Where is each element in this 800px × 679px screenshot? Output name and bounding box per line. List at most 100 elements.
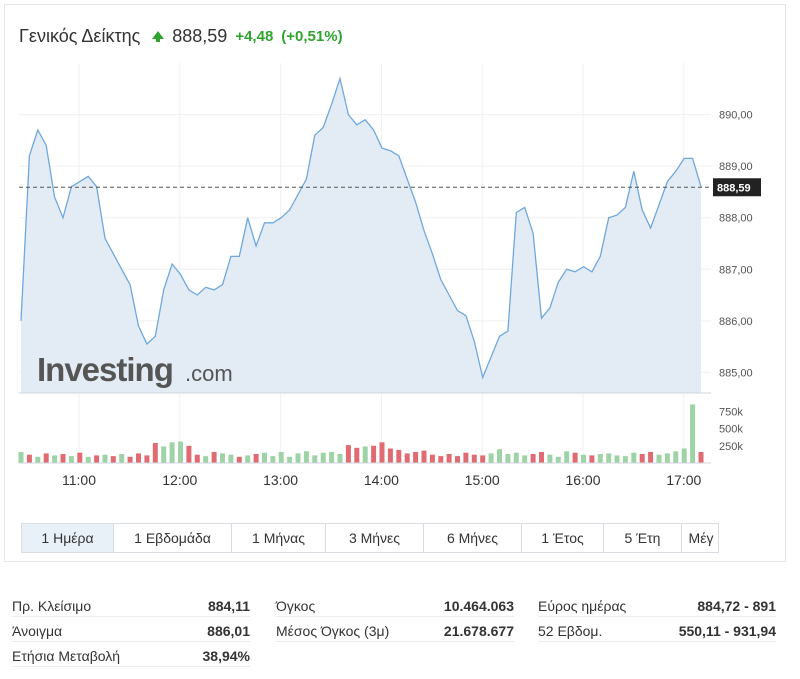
volume-bar [396,449,402,463]
stat-value: 21.678.677 [443,623,514,639]
volume-bar [429,454,435,463]
volume-bar [26,454,32,463]
volume-bar [337,454,343,463]
stats-panel: Πρ. Κλείσιμο 884,11 Άνοιγμα 886,01 Ετήσια Με… [0,594,800,674]
x-tick-label: 17:00 [666,472,701,488]
range-tab-4[interactable]: 3 Μήνες [326,524,424,552]
y-tick-label: 889,00 [719,161,753,173]
y-tick-label: 887,00 [719,264,753,276]
volume-bar [68,456,74,463]
volume-bar [614,455,620,463]
volume-bar [220,453,225,463]
volume-bar [471,454,477,463]
price-change-percent: (+0,51%) [281,27,343,45]
volume-bar [136,453,141,463]
volume-bar [270,456,276,463]
x-tick-label: 12:00 [162,472,197,488]
volume-bar [119,454,125,463]
volume-bar [287,456,293,463]
volume-bar [228,454,234,463]
volume-bar [127,456,133,463]
x-tick-label: 15:00 [465,472,500,488]
price-series-line [20,76,702,380]
volume-bar [194,454,200,463]
volume-bar [161,446,167,463]
stat-label: Πρ. Κλείσιμο [12,598,92,614]
volume-bar [555,456,561,463]
chart-card: Γενικός Δείκτης 888,59 +4,48 (+0,51%) 89… [4,4,786,562]
volume-bar [303,451,309,463]
price-area-fill [21,78,701,393]
stat-label: Άνοιγμα [12,623,63,639]
volume-tick-label: 250k [719,441,743,453]
volume-bar [329,452,335,463]
volume-bar [530,454,536,463]
range-tab-3[interactable]: 1 Μήνας [232,524,326,552]
volume-bar [371,445,377,463]
volume-bar [698,452,704,463]
stat-value: 886,01 [207,623,250,639]
index-name: Γενικός Δείκτης [19,25,141,46]
range-tab-2[interactable]: 1 Εβδομάδα [114,524,232,552]
stat-value: 884,72 - 891 [697,598,776,614]
volume-bar [681,448,687,463]
range-tab-5[interactable]: 6 Μήνες [424,524,522,552]
y-tick-label: 886,00 [719,316,753,328]
last-price-tag [713,178,761,197]
price-chart[interactable]: 890,00 889,00 888,00 887,00 886,00 885,00 Inve… [5,5,785,505]
volume-bar [362,446,368,463]
volume-bar [513,452,519,463]
volume-bar [52,455,58,463]
volume-bar [94,455,100,463]
volume-bar [245,455,251,463]
volume-bar [673,451,679,463]
price-change: +4,48 [235,27,274,45]
range-tab-8[interactable]: Μέγ [688,530,714,546]
volume-bar [463,452,469,463]
x-tick-label: 11:00 [62,472,96,488]
volume-bar [539,452,544,463]
volume-bar [505,454,511,463]
stat-value: 10.464.063 [443,598,514,614]
volume-bar [664,453,670,463]
volume-bar [77,452,83,463]
volume-bar [169,442,175,463]
volume-bar [455,456,460,463]
watermark-brand: Investing [37,351,173,388]
stat-row: Άνοιγμα 886,01 [12,619,250,642]
range-tab-7[interactable]: 5 Έτη [604,524,682,552]
y-tick-label: 885,00 [719,367,753,379]
volume-bar [581,454,586,463]
volume-bar [203,456,209,463]
volume-bar [404,453,410,463]
stat-value: 550,11 - 931,94 [678,623,776,639]
volume-tick-label: 500k [719,424,743,436]
stat-row: 52 Εβδομ. 550,11 - 931,94 [538,619,776,642]
volume-bar [85,456,91,463]
volume-bar [387,448,393,463]
stat-label: 52 Εβδομ. [538,623,603,639]
x-tick-label: 14:00 [364,472,399,488]
volume-bar [606,453,612,463]
volume-bar [597,454,603,463]
chart-header: Γενικός Δείκτης 888,59 +4,48 (+0,51%) [19,23,343,49]
x-tick-label: 16:00 [565,472,600,488]
y-tick-label: 888,00 [719,213,753,225]
range-tab-6[interactable]: 1 Έτος [522,524,604,552]
volume-bar [236,456,242,463]
y-tick-label: 890,00 [719,110,753,122]
volume-bar [262,452,267,463]
volume-bar [497,449,502,463]
stat-row: Εύρος ημέρας 884,72 - 891 [538,594,776,617]
volume-bar [413,452,419,463]
volume-bar [480,455,486,463]
last-price: 888,59 [172,25,228,46]
volume-bar [320,452,326,463]
x-tick-label: 13:00 [263,472,298,488]
volume-bar [295,453,301,463]
range-tab-1[interactable]: 1 Ημέρα [22,524,114,552]
volume-bar [631,452,637,463]
volume-bar [152,443,158,463]
volume-bar [522,455,528,463]
volume-bar [446,454,452,463]
